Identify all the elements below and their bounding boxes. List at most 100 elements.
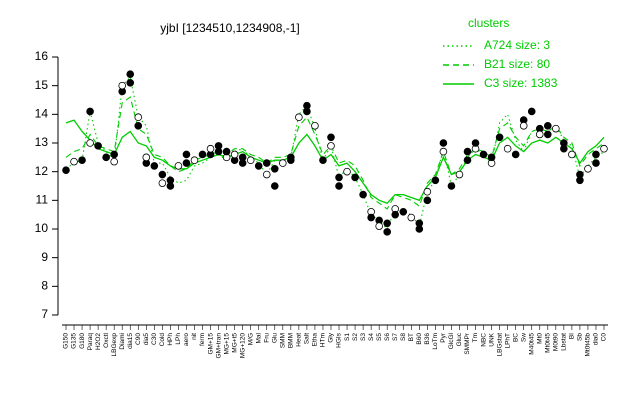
x-tick-label: Fru bbox=[263, 333, 270, 343]
data-point bbox=[568, 150, 576, 159]
x-tick-label: Etha bbox=[312, 333, 319, 347]
y-tick-label: 16 bbox=[35, 49, 49, 63]
data-point bbox=[303, 107, 311, 116]
data-point bbox=[246, 156, 255, 165]
x-tick-label: C0 bbox=[601, 333, 608, 342]
y-tick-label: 14 bbox=[35, 107, 49, 121]
data-point bbox=[62, 166, 70, 175]
legend-label: B21 size: 80 bbox=[484, 57, 550, 71]
data-point bbox=[479, 150, 488, 159]
legend: clusters A724 size: 3 B21 size: 80 C3 size… bbox=[443, 16, 558, 90]
x-tick-label: Mt0 bbox=[536, 333, 543, 344]
x-tick-label: GlcGl bbox=[448, 332, 455, 349]
x-tick-label: SMM bbox=[280, 333, 287, 348]
x-tick-label: M40t45 bbox=[528, 333, 535, 355]
data-point bbox=[287, 153, 295, 162]
data-point bbox=[519, 122, 528, 130]
data-point bbox=[487, 153, 496, 162]
data-point bbox=[270, 182, 279, 190]
data-point bbox=[584, 165, 592, 173]
x-tick-label: Cold bbox=[159, 333, 166, 347]
y-tick-label: 7 bbox=[41, 307, 48, 321]
series-line-dashed bbox=[65, 96, 605, 210]
x-tick-label: S8 bbox=[400, 333, 407, 341]
x-tick-label: HTm bbox=[320, 333, 327, 347]
x-tick-label: S4 bbox=[368, 333, 375, 341]
data-point bbox=[182, 159, 191, 167]
data-point bbox=[174, 162, 183, 170]
x-tick-label: LoTm bbox=[432, 333, 439, 350]
data-point bbox=[214, 147, 223, 156]
x-tick-label: MG+120 bbox=[239, 333, 246, 358]
data-point bbox=[592, 159, 600, 167]
chart-title: yjbI [1234510,1234908,-1] bbox=[160, 21, 299, 35]
data-point bbox=[158, 179, 167, 187]
legend-entries: A724 size: 3 B21 size: 80 C3 size: 1383 bbox=[443, 38, 558, 90]
x-tick-label: SMMPr bbox=[464, 332, 471, 355]
data-point bbox=[126, 79, 135, 87]
data-point bbox=[495, 133, 504, 142]
x-tick-label: LPh bbox=[175, 333, 182, 345]
legend-label: C3 size: 1383 bbox=[484, 76, 558, 90]
data-point bbox=[94, 142, 102, 150]
y-tick-label: 15 bbox=[35, 78, 49, 92]
data-point bbox=[102, 153, 110, 162]
data-point bbox=[359, 190, 367, 199]
x-tick-label: GM+tran bbox=[215, 333, 222, 359]
data-point bbox=[463, 156, 472, 165]
data-points bbox=[62, 70, 608, 236]
data-point bbox=[262, 170, 271, 179]
data-point bbox=[455, 170, 464, 179]
data-point bbox=[431, 176, 440, 185]
data-point bbox=[439, 147, 448, 156]
data-point bbox=[254, 162, 263, 170]
x-tick-label: Gly bbox=[328, 332, 335, 343]
data-point bbox=[126, 70, 135, 78]
data-point bbox=[118, 81, 127, 90]
x-axis-ticks: G150 G135 G180 Paraq H2O2 Oxctl LBGexp Diami dia… bbox=[63, 325, 608, 358]
data-point bbox=[279, 159, 287, 167]
x-tick-label: Oxctl bbox=[103, 332, 110, 347]
x-tick-label: ferm bbox=[199, 333, 206, 346]
data-point bbox=[134, 122, 143, 130]
data-point bbox=[134, 113, 143, 121]
data-point bbox=[110, 150, 118, 159]
data-point bbox=[110, 157, 118, 166]
data-point bbox=[535, 130, 544, 139]
x-tick-label: MG+15 bbox=[223, 333, 230, 355]
series-line-dotted bbox=[65, 75, 605, 231]
data-point bbox=[511, 150, 520, 159]
x-tick-label: dia15 bbox=[127, 333, 134, 349]
data-point bbox=[295, 113, 303, 121]
x-tick-label: aero bbox=[183, 333, 190, 346]
data-point bbox=[415, 219, 424, 228]
data-point bbox=[600, 144, 608, 153]
data-point bbox=[166, 176, 175, 185]
x-tick-label: S1 bbox=[344, 333, 351, 341]
x-tick-label: GM+15 bbox=[207, 333, 214, 355]
data-point bbox=[383, 219, 391, 228]
data-point bbox=[447, 182, 456, 190]
data-point bbox=[560, 144, 568, 153]
y-tick-label: 12 bbox=[35, 164, 49, 178]
data-point bbox=[327, 133, 335, 142]
x-tick-label: M0t90 bbox=[553, 333, 560, 351]
x-tick-label: LBGexp bbox=[111, 333, 118, 357]
x-tick-label: HGIs bbox=[336, 332, 343, 348]
data-point bbox=[543, 122, 552, 130]
x-tick-label: NBC bbox=[480, 333, 487, 347]
legend-label: A724 size: 3 bbox=[484, 38, 550, 52]
x-tick-label: Mt0t45b bbox=[585, 333, 592, 357]
legend-title: clusters bbox=[468, 16, 509, 30]
y-tick-label: 13 bbox=[35, 135, 49, 149]
data-point bbox=[367, 213, 375, 222]
data-point bbox=[86, 139, 94, 147]
data-point bbox=[319, 156, 327, 165]
y-tick-label: 11 bbox=[36, 193, 49, 207]
x-tick-label: S7 bbox=[392, 333, 399, 341]
data-point bbox=[182, 150, 191, 159]
y-tick-label: 9 bbox=[41, 250, 48, 264]
x-tick-label: Tm bbox=[472, 333, 479, 342]
data-point bbox=[238, 159, 247, 167]
